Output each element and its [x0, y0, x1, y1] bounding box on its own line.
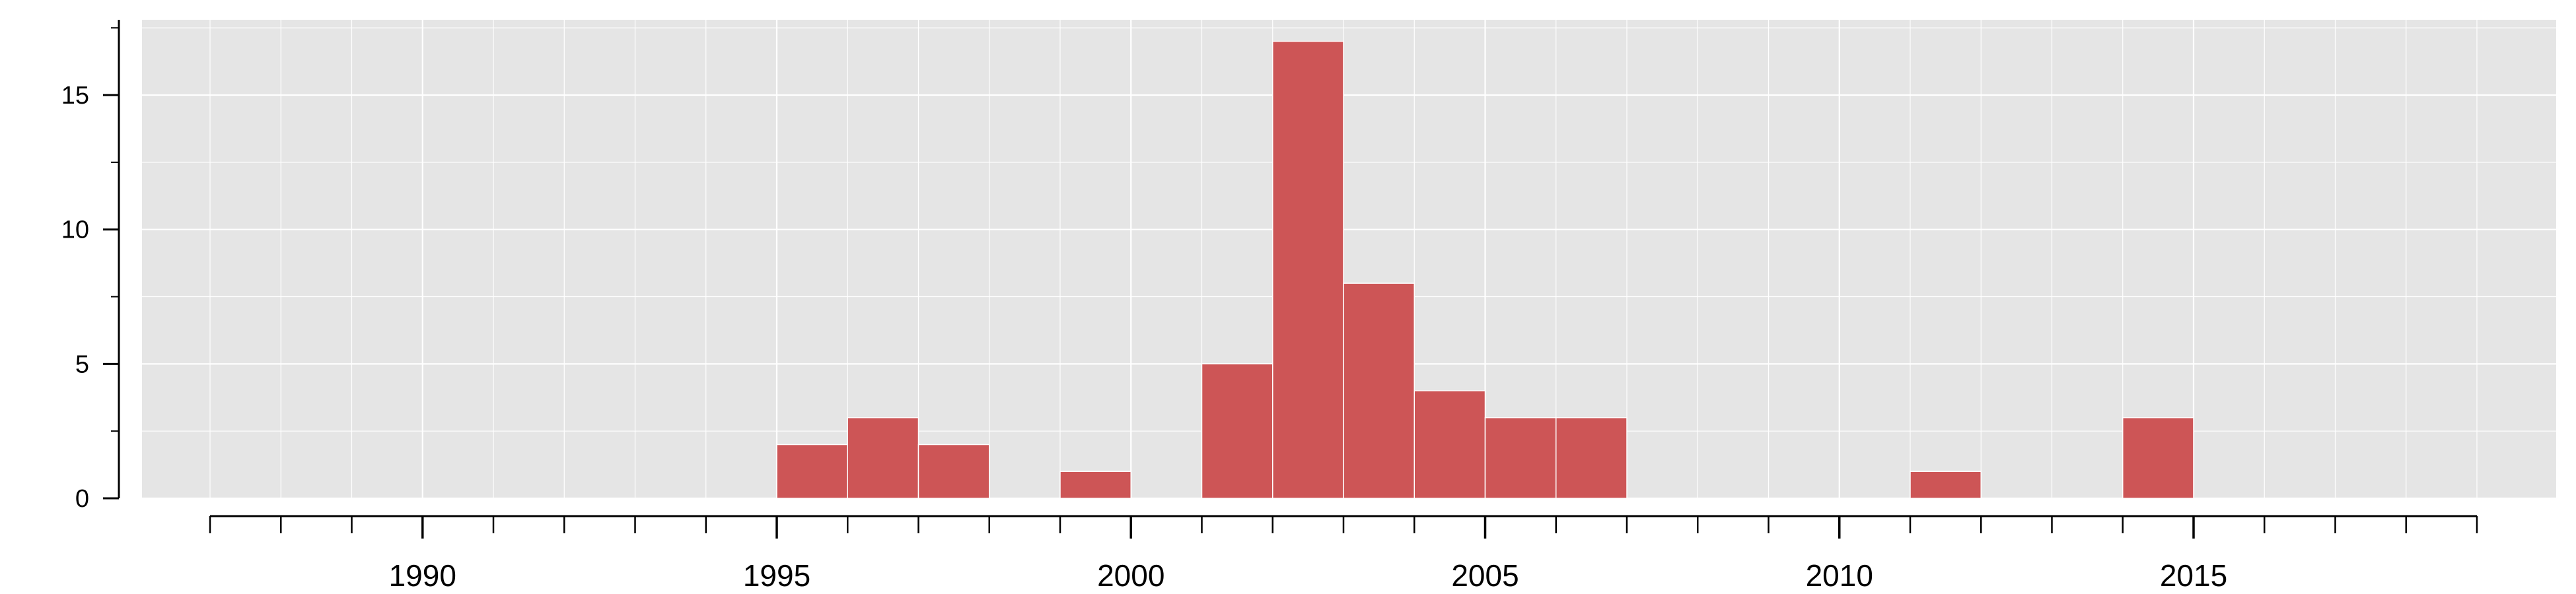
y-axis: 0 5 10 15 [61, 20, 120, 513]
x-tick-label: 1995 [743, 558, 810, 593]
x-tick-label: 1990 [389, 558, 456, 593]
histogram-bar [1059, 471, 1131, 499]
histogram-bar [1343, 282, 1415, 499]
x-tick-label: 2010 [1806, 558, 1873, 593]
y-tick-label: 5 [75, 350, 89, 378]
histogram-bar [776, 444, 848, 499]
histogram-bar [1272, 40, 1344, 499]
histogram-bar [1413, 390, 1486, 499]
bars [776, 40, 2194, 499]
histogram-bar [1910, 471, 1982, 499]
x-tick-label: 2000 [1097, 558, 1164, 593]
y-tick-label: 15 [61, 82, 89, 110]
x-tick-label: 2005 [1451, 558, 1519, 593]
histogram-bar [847, 417, 919, 499]
histogram-bar [2122, 417, 2194, 499]
histogram-bar [1556, 417, 1628, 499]
y-tick-label: 10 [61, 216, 89, 244]
histogram-bar [1201, 363, 1273, 499]
x-axis: 1990 1995 2000 2005 2010 2015 [209, 515, 2478, 593]
y-tick-label: 0 [75, 485, 89, 513]
histogram-bar [917, 444, 990, 499]
x-tick-label: 2015 [2160, 558, 2227, 593]
histogram-bar [1484, 417, 1557, 499]
